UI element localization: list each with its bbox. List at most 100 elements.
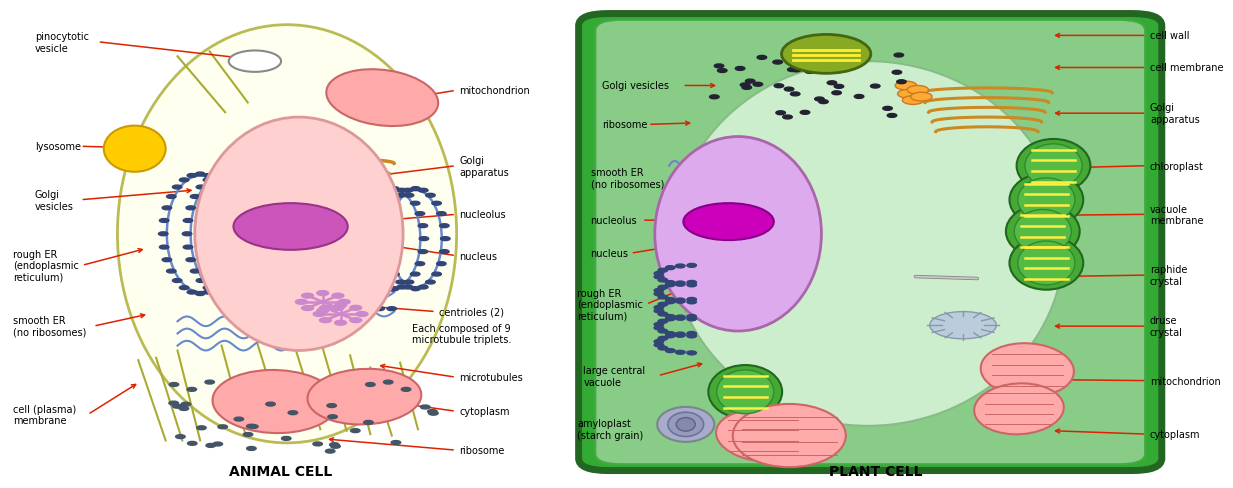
Circle shape	[658, 337, 667, 341]
Circle shape	[687, 298, 697, 302]
Circle shape	[655, 306, 663, 310]
Circle shape	[206, 444, 216, 447]
Circle shape	[387, 287, 397, 291]
Circle shape	[658, 286, 667, 289]
Ellipse shape	[708, 366, 782, 419]
Text: nucleus: nucleus	[460, 251, 498, 261]
Circle shape	[666, 281, 674, 285]
Circle shape	[218, 279, 228, 283]
Text: cytoplasm: cytoplasm	[1150, 429, 1201, 439]
Circle shape	[439, 224, 449, 228]
Circle shape	[229, 307, 239, 311]
Circle shape	[375, 287, 385, 291]
Text: ribosome: ribosome	[460, 445, 506, 455]
Circle shape	[302, 229, 312, 233]
Circle shape	[827, 81, 837, 85]
Circle shape	[676, 334, 686, 338]
Text: mitochondrion: mitochondrion	[1150, 376, 1221, 386]
Circle shape	[224, 269, 234, 273]
Circle shape	[658, 295, 667, 299]
Circle shape	[334, 303, 346, 308]
Circle shape	[313, 312, 326, 317]
Circle shape	[397, 285, 407, 289]
Circle shape	[195, 292, 205, 296]
Circle shape	[800, 111, 810, 115]
Text: cell wall: cell wall	[1150, 31, 1190, 41]
Circle shape	[181, 403, 191, 407]
Circle shape	[930, 312, 996, 339]
Circle shape	[687, 317, 697, 321]
Circle shape	[432, 272, 441, 276]
Circle shape	[835, 85, 843, 89]
Circle shape	[255, 183, 276, 191]
Text: nucleus: nucleus	[591, 249, 629, 259]
Circle shape	[182, 232, 192, 236]
Circle shape	[242, 186, 252, 189]
Circle shape	[870, 85, 880, 89]
Circle shape	[290, 268, 300, 272]
Circle shape	[266, 229, 276, 233]
Ellipse shape	[1010, 237, 1084, 290]
Circle shape	[211, 290, 221, 294]
Circle shape	[339, 229, 348, 233]
Circle shape	[375, 307, 385, 311]
Circle shape	[418, 224, 428, 228]
Circle shape	[387, 268, 397, 272]
Circle shape	[332, 306, 344, 311]
Circle shape	[783, 57, 792, 61]
Circle shape	[784, 88, 794, 92]
Circle shape	[247, 425, 256, 428]
Circle shape	[687, 332, 697, 336]
Circle shape	[375, 210, 385, 214]
Circle shape	[350, 210, 360, 214]
Circle shape	[439, 250, 449, 254]
Circle shape	[234, 417, 244, 421]
Circle shape	[385, 212, 395, 216]
Circle shape	[676, 332, 686, 336]
Circle shape	[302, 287, 312, 291]
Circle shape	[242, 210, 252, 214]
Circle shape	[404, 194, 414, 198]
Ellipse shape	[1015, 210, 1071, 254]
Circle shape	[327, 268, 337, 272]
Circle shape	[314, 249, 324, 253]
Circle shape	[236, 179, 244, 183]
Circle shape	[334, 321, 346, 325]
Circle shape	[815, 98, 824, 102]
Circle shape	[819, 101, 829, 104]
Circle shape	[203, 174, 213, 178]
Text: nucleolus: nucleolus	[591, 216, 637, 225]
Circle shape	[350, 268, 360, 272]
Circle shape	[173, 279, 182, 283]
Circle shape	[166, 195, 176, 199]
Circle shape	[666, 298, 674, 302]
Circle shape	[403, 189, 413, 193]
FancyBboxPatch shape	[596, 21, 1145, 464]
Circle shape	[783, 116, 793, 120]
Circle shape	[740, 84, 750, 88]
Circle shape	[411, 187, 420, 191]
Circle shape	[242, 229, 252, 233]
Ellipse shape	[655, 137, 821, 331]
Circle shape	[184, 219, 192, 223]
Circle shape	[319, 306, 332, 310]
Circle shape	[228, 51, 281, 73]
Circle shape	[186, 258, 196, 262]
Circle shape	[314, 307, 324, 311]
Circle shape	[382, 285, 391, 289]
Circle shape	[218, 425, 227, 429]
Circle shape	[676, 283, 686, 286]
Circle shape	[676, 300, 686, 304]
Circle shape	[255, 245, 265, 249]
Ellipse shape	[782, 35, 870, 74]
Circle shape	[248, 269, 258, 273]
Circle shape	[232, 219, 240, 223]
Circle shape	[253, 258, 261, 262]
Circle shape	[289, 411, 297, 415]
Circle shape	[296, 300, 307, 305]
Ellipse shape	[657, 407, 714, 442]
Circle shape	[428, 410, 438, 414]
Text: amyloplast
(starch grain): amyloplast (starch grain)	[577, 419, 644, 440]
Circle shape	[266, 249, 276, 253]
Circle shape	[254, 268, 264, 272]
